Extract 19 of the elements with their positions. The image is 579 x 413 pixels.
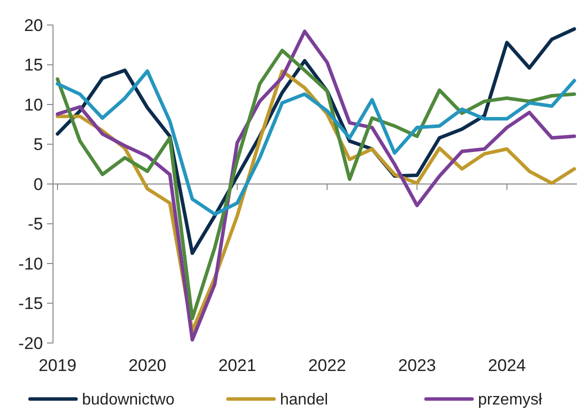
x-tick-label: 2023 <box>398 356 436 375</box>
y-tick-label: 10 <box>24 95 43 114</box>
legend-label: przemysł <box>478 392 542 409</box>
x-tick-label: 2024 <box>488 356 526 375</box>
x-tick-label: 2022 <box>308 356 346 375</box>
line-series <box>56 69 576 216</box>
y-tick-label: 15 <box>24 56 43 75</box>
y-tick-label: -10 <box>18 254 43 274</box>
y-tick-label: -20 <box>18 334 43 353</box>
legend-label: budownictwo <box>82 392 175 409</box>
y-tick-label: 5 <box>34 135 43 154</box>
y-tick-label: 20 <box>24 16 43 35</box>
x-tick-label: 2020 <box>128 356 166 375</box>
y-tick-label: 0 <box>34 174 43 194</box>
legend-label: handel <box>280 392 328 409</box>
x-tick-label: 2019 <box>38 356 76 375</box>
x-tick-label: 2021 <box>218 356 256 375</box>
y-tick-label: -5 <box>28 214 43 234</box>
y-tick-label: -15 <box>18 294 43 314</box>
